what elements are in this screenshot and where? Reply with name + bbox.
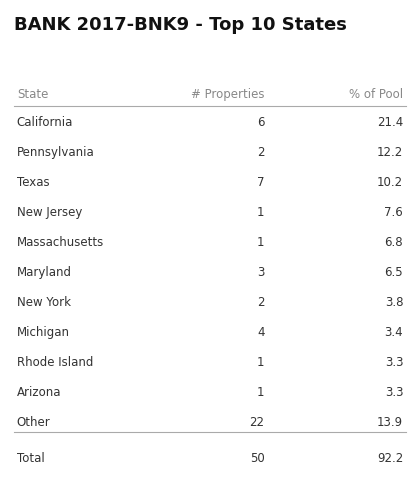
Text: 10.2: 10.2 — [377, 176, 403, 189]
Text: 22: 22 — [249, 416, 265, 429]
Text: 7: 7 — [257, 176, 265, 189]
Text: BANK 2017-BNK9 - Top 10 States: BANK 2017-BNK9 - Top 10 States — [14, 16, 347, 34]
Text: 21.4: 21.4 — [377, 116, 403, 129]
Text: Arizona: Arizona — [17, 386, 61, 399]
Text: 13.9: 13.9 — [377, 416, 403, 429]
Text: Texas: Texas — [17, 176, 50, 189]
Text: 2: 2 — [257, 296, 265, 309]
Text: 3.4: 3.4 — [385, 326, 403, 339]
Text: Maryland: Maryland — [17, 266, 72, 279]
Text: New York: New York — [17, 296, 71, 309]
Text: New Jersey: New Jersey — [17, 206, 82, 219]
Text: 6: 6 — [257, 116, 265, 129]
Text: 3.3: 3.3 — [385, 356, 403, 369]
Text: 6.5: 6.5 — [385, 266, 403, 279]
Text: 7.6: 7.6 — [384, 206, 403, 219]
Text: 3.3: 3.3 — [385, 386, 403, 399]
Text: 50: 50 — [250, 452, 265, 465]
Text: 12.2: 12.2 — [377, 146, 403, 159]
Text: California: California — [17, 116, 73, 129]
Text: Total: Total — [17, 452, 45, 465]
Text: Massachusetts: Massachusetts — [17, 236, 104, 249]
Text: 4: 4 — [257, 326, 265, 339]
Text: 92.2: 92.2 — [377, 452, 403, 465]
Text: 1: 1 — [257, 356, 265, 369]
Text: 3.8: 3.8 — [385, 296, 403, 309]
Text: # Properties: # Properties — [191, 88, 265, 101]
Text: 1: 1 — [257, 236, 265, 249]
Text: Pennsylvania: Pennsylvania — [17, 146, 94, 159]
Text: Rhode Island: Rhode Island — [17, 356, 93, 369]
Text: State: State — [17, 88, 48, 101]
Text: 6.8: 6.8 — [385, 236, 403, 249]
Text: Michigan: Michigan — [17, 326, 70, 339]
Text: % of Pool: % of Pool — [349, 88, 403, 101]
Text: 1: 1 — [257, 386, 265, 399]
Text: 2: 2 — [257, 146, 265, 159]
Text: 1: 1 — [257, 206, 265, 219]
Text: 3: 3 — [257, 266, 265, 279]
Text: Other: Other — [17, 416, 50, 429]
